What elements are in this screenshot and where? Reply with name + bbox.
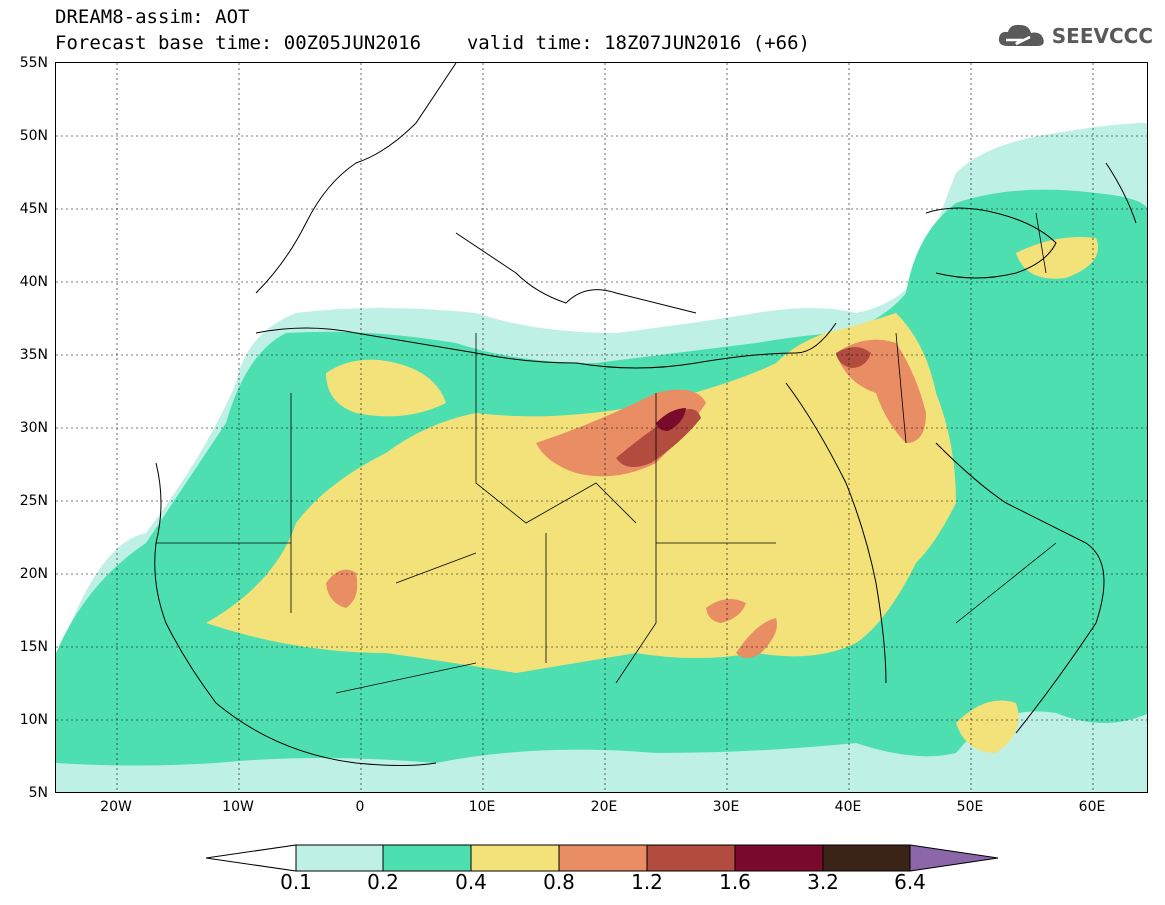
lat-tick-label: 25N: [19, 493, 48, 509]
colorbar-segment: [470, 844, 560, 872]
colorbar-segment: [646, 844, 736, 872]
aot-contour-0-4: [206, 313, 956, 673]
aot-contour-1-2: [616, 409, 701, 467]
colorbar-segment: [206, 844, 297, 872]
country-borders: [156, 212, 1057, 694]
lat-tick-label: 40N: [19, 274, 48, 290]
colorbar-label: 0.8: [543, 870, 575, 894]
lon-tick-label: 40E: [834, 799, 862, 815]
colorbar-label: 0.2: [367, 870, 399, 894]
lat-tick-label: 15N: [19, 639, 48, 655]
colorbar-segment: [382, 844, 472, 872]
colorbar-label: 6.4: [894, 870, 926, 894]
aot-contour-0-4: [326, 359, 446, 417]
aot-contour-0-8: [736, 618, 777, 658]
colorbar-label: 0.1: [280, 870, 312, 894]
valid-time-label: valid time: 18Z07JUN2016 (+66): [466, 32, 810, 54]
aot-contour-0-4: [1016, 237, 1098, 279]
lon-tick-label: 50E: [956, 799, 984, 815]
brand-name: SEEVCCC: [1051, 24, 1153, 48]
lat-tick-label: 45N: [19, 201, 48, 217]
lon-tick-label: 20W: [100, 799, 132, 815]
base-time-label: Forecast base time: 00Z05JUN2016: [55, 32, 422, 54]
aot-contour-0-8: [706, 599, 746, 623]
aot-contour-0-8: [536, 389, 706, 477]
forecast-time-line: Forecast base time: 00Z05JUN2016 valid t…: [55, 32, 810, 54]
lat-tick-label: 5N: [28, 785, 48, 801]
lon-tick-label: 60E: [1078, 799, 1106, 815]
lat-tick-label: 10N: [19, 712, 48, 728]
lon-tick-label: 30E: [712, 799, 740, 815]
colorbar-label: 3.2: [807, 870, 839, 894]
aot-map: [56, 63, 1147, 792]
map-area: [55, 62, 1148, 793]
colorbar-segment: [909, 844, 998, 872]
lon-tick-label: 20E: [590, 799, 618, 815]
lat-tick-label: 20N: [19, 566, 48, 582]
lon-tick-label: 10E: [468, 799, 496, 815]
brand-logo: SEEVCCC: [996, 22, 1153, 50]
colorbar-segment: [822, 844, 911, 872]
lon-tick-label: 0: [355, 799, 365, 815]
cloud-icon: [998, 24, 1044, 46]
lat-tick-label: 35N: [19, 347, 48, 363]
lat-tick-label: 50N: [19, 128, 48, 144]
lon-tick-label: 10W: [222, 799, 254, 815]
coastlines: [154, 63, 1137, 766]
colorbar: [206, 844, 998, 872]
aot-contour-1-2: [836, 347, 871, 368]
aot-contour-0-4: [956, 700, 1019, 753]
colorbar-segment: [558, 844, 648, 872]
aot-contour-0-8: [326, 569, 358, 608]
colorbar-label: 0.4: [455, 870, 487, 894]
colorbar-segment: [295, 844, 384, 872]
colorbar-segment: [734, 844, 824, 872]
lat-tick-label: 30N: [19, 420, 48, 436]
map-title: DREAM8-assim: AOT: [55, 6, 250, 28]
aot-contour-1-6: [656, 408, 686, 431]
lat-tick-label: 55N: [19, 55, 48, 71]
colorbar-label: 1.2: [631, 870, 663, 894]
colorbar-label: 1.6: [719, 870, 751, 894]
